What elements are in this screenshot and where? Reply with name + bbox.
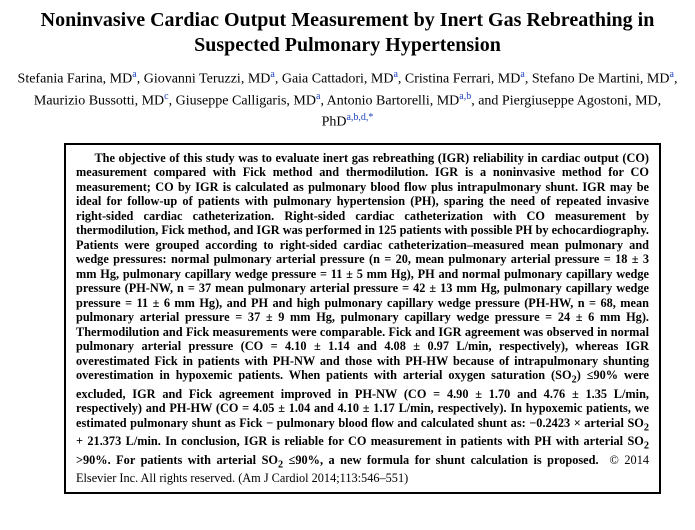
abstract-text: The objective of this study was to evalu… — [76, 151, 649, 486]
abstract-box: The objective of this study was to evalu… — [64, 143, 661, 494]
paper-authors: Stefania Farina, MDa, Giovanni Teruzzi, … — [14, 68, 681, 133]
paper-title: Noninvasive Cardiac Output Measurement b… — [18, 8, 677, 58]
paper-page: Noninvasive Cardiac Output Measurement b… — [0, 0, 695, 508]
